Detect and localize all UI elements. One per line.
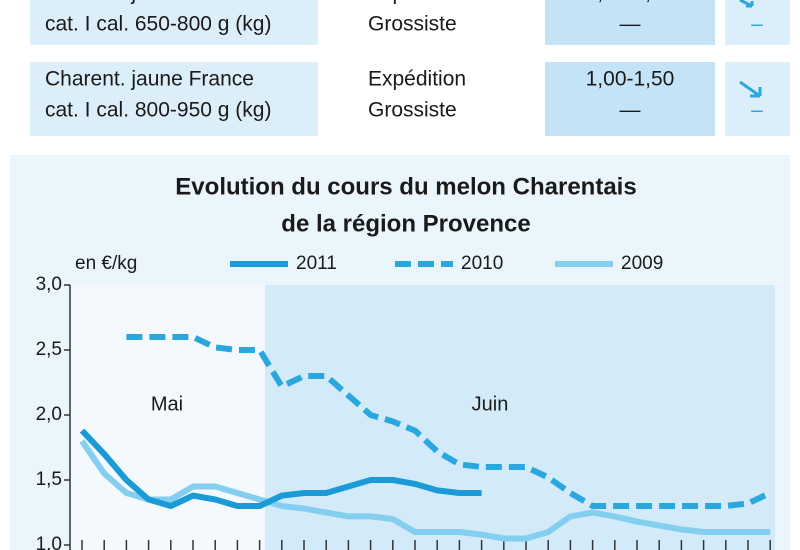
series-line [79,428,482,509]
month-region [70,285,265,550]
product-cell: Charent. jaune France [45,0,254,5]
y-tick-label: 1,0 [36,534,62,550]
legend-label: 2010 [461,253,503,274]
legend-label: 2011 [296,253,337,274]
y-axis-label: en €/kg [75,253,137,274]
y-tick-label: 1,5 [36,469,62,490]
trend-cell: – [751,99,763,122]
stage-cell: Grossiste [368,13,457,36]
trend-arrow [739,0,754,8]
y-tick-label: 2,5 [36,339,62,360]
month-region [265,285,775,550]
stage-cell: Expédition [368,68,466,91]
y-tick-label: 3,0 [36,274,62,295]
trend-arrow [739,80,762,98]
product-cell: Charent. jaune France [45,68,254,91]
annotation: Mai [151,393,183,415]
product-cell: cat. I cal. 650-800 g (kg) [45,13,271,36]
price-cell: 1,20-1,50 [586,0,675,5]
price-cell: — [620,13,641,36]
legend-label: 2009 [621,253,663,274]
price-cell: — [620,99,641,122]
series-line [126,334,772,509]
trend-cell: – [751,13,763,36]
cell-bg [545,62,715,136]
stage-cell: Grossiste [368,99,457,122]
cell-bg [30,0,318,45]
chart-title: de la région Provence [281,210,530,237]
price-cell: 1,00-1,50 [586,68,675,91]
series-line [79,439,771,542]
annotation: Juin [472,393,509,415]
y-tick-label: 2,0 [36,404,62,425]
cell-bg [30,62,318,136]
stage-cell: Expédition [368,0,466,5]
product-cell: cat. I cal. 800-950 g (kg) [45,99,271,122]
cell-bg [725,0,790,45]
cell-bg [545,0,715,45]
cell-bg [725,62,790,136]
chart-title: Evolution du cours du melon Charentais [175,173,636,200]
